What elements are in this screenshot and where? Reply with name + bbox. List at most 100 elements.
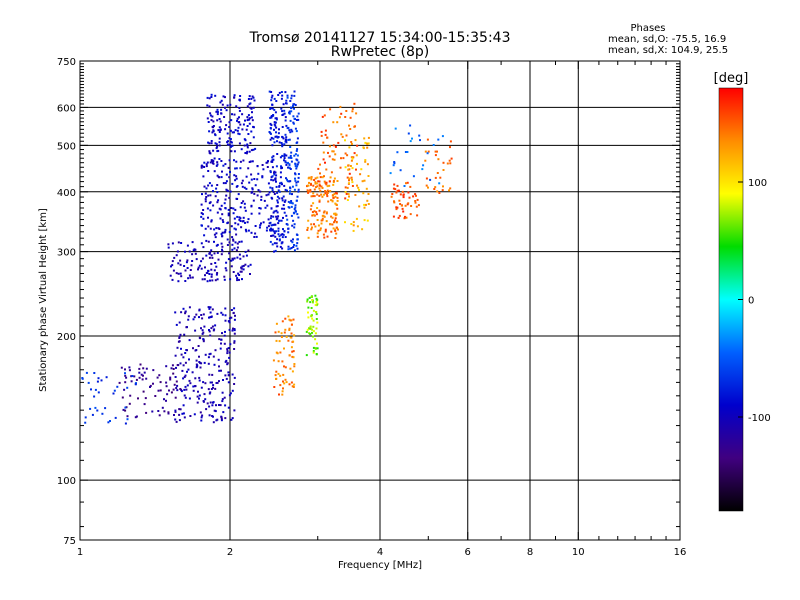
data-point	[293, 334, 296, 337]
x-tick-label: 6	[465, 547, 471, 558]
data-point	[205, 187, 208, 190]
data-point	[182, 364, 185, 367]
data-point	[316, 298, 319, 301]
data-point	[278, 185, 281, 188]
data-point	[182, 412, 185, 415]
data-point	[323, 180, 326, 183]
data-point	[200, 314, 203, 316]
data-point	[393, 200, 395, 203]
data-point	[285, 154, 288, 157]
data-point	[212, 190, 214, 193]
data-point	[405, 216, 408, 219]
data-point	[284, 199, 287, 202]
data-point	[346, 176, 349, 179]
data-point	[283, 211, 286, 214]
data-point	[187, 277, 190, 280]
data-point	[283, 365, 285, 368]
data-point	[123, 388, 126, 391]
data-point	[241, 278, 243, 281]
data-point	[269, 116, 272, 119]
data-point	[222, 95, 225, 98]
data-point	[267, 160, 269, 163]
data-point	[287, 231, 290, 234]
data-point	[312, 213, 315, 216]
data-point	[180, 242, 183, 244]
data-point	[225, 109, 228, 112]
data-point	[322, 193, 325, 196]
data-point	[204, 266, 206, 269]
data-point	[278, 91, 281, 94]
data-point	[93, 372, 96, 374]
data-point	[267, 182, 270, 185]
stats-line-o: mean, sd,O: -75.5, 16.9	[608, 34, 726, 45]
data-point	[297, 188, 300, 191]
data-point	[278, 128, 280, 131]
data-point	[352, 229, 355, 232]
data-point	[231, 248, 234, 251]
data-point	[273, 171, 275, 174]
data-point	[227, 374, 230, 377]
data-point	[206, 104, 209, 107]
data-point	[244, 228, 247, 231]
data-point	[284, 328, 287, 331]
data-point	[210, 262, 213, 265]
data-point	[230, 316, 233, 319]
data-point	[184, 361, 187, 364]
data-point	[169, 274, 172, 277]
data-point	[296, 165, 299, 168]
data-point	[342, 157, 345, 160]
data-point	[313, 188, 316, 191]
data-point	[84, 421, 87, 424]
data-point	[124, 406, 127, 409]
data-point	[275, 351, 278, 354]
data-point	[245, 152, 248, 155]
data-point	[234, 241, 237, 244]
data-point	[309, 188, 312, 191]
data-point	[237, 121, 240, 124]
data-point	[401, 207, 404, 210]
data-point	[353, 152, 356, 155]
data-point	[107, 421, 110, 424]
data-point	[359, 173, 362, 176]
data-point	[218, 131, 221, 133]
data-point	[278, 197, 281, 200]
data-point	[228, 159, 231, 162]
data-point	[364, 160, 367, 163]
data-point	[210, 159, 213, 162]
data-point	[228, 137, 231, 140]
data-point	[293, 117, 296, 120]
data-point	[324, 228, 327, 231]
data-point	[271, 144, 274, 147]
data-point	[247, 229, 250, 232]
data-point	[208, 252, 211, 255]
data-point	[186, 370, 188, 373]
data-point	[344, 152, 347, 155]
data-point	[293, 90, 296, 93]
data-point	[334, 195, 337, 198]
data-point	[271, 228, 274, 231]
data-point	[210, 140, 213, 142]
data-point	[294, 173, 297, 176]
data-point	[275, 126, 278, 129]
data-point	[201, 317, 204, 320]
data-point	[238, 98, 241, 101]
data-point	[409, 140, 412, 143]
data-point	[281, 207, 284, 210]
data-point	[274, 117, 277, 120]
data-point	[235, 249, 238, 252]
data-point	[331, 200, 334, 203]
data-point	[235, 233, 238, 236]
data-point	[297, 173, 300, 175]
x-tick-label: 2	[227, 547, 233, 558]
data-point	[283, 331, 286, 334]
data-point	[225, 173, 228, 176]
data-point	[280, 142, 283, 144]
data-point	[328, 184, 331, 187]
y-tick-label: 100	[57, 476, 76, 487]
data-point	[284, 236, 287, 238]
data-point	[220, 160, 223, 162]
data-point	[323, 236, 326, 239]
data-point	[165, 399, 167, 402]
data-point	[348, 172, 351, 175]
data-point	[188, 339, 191, 342]
